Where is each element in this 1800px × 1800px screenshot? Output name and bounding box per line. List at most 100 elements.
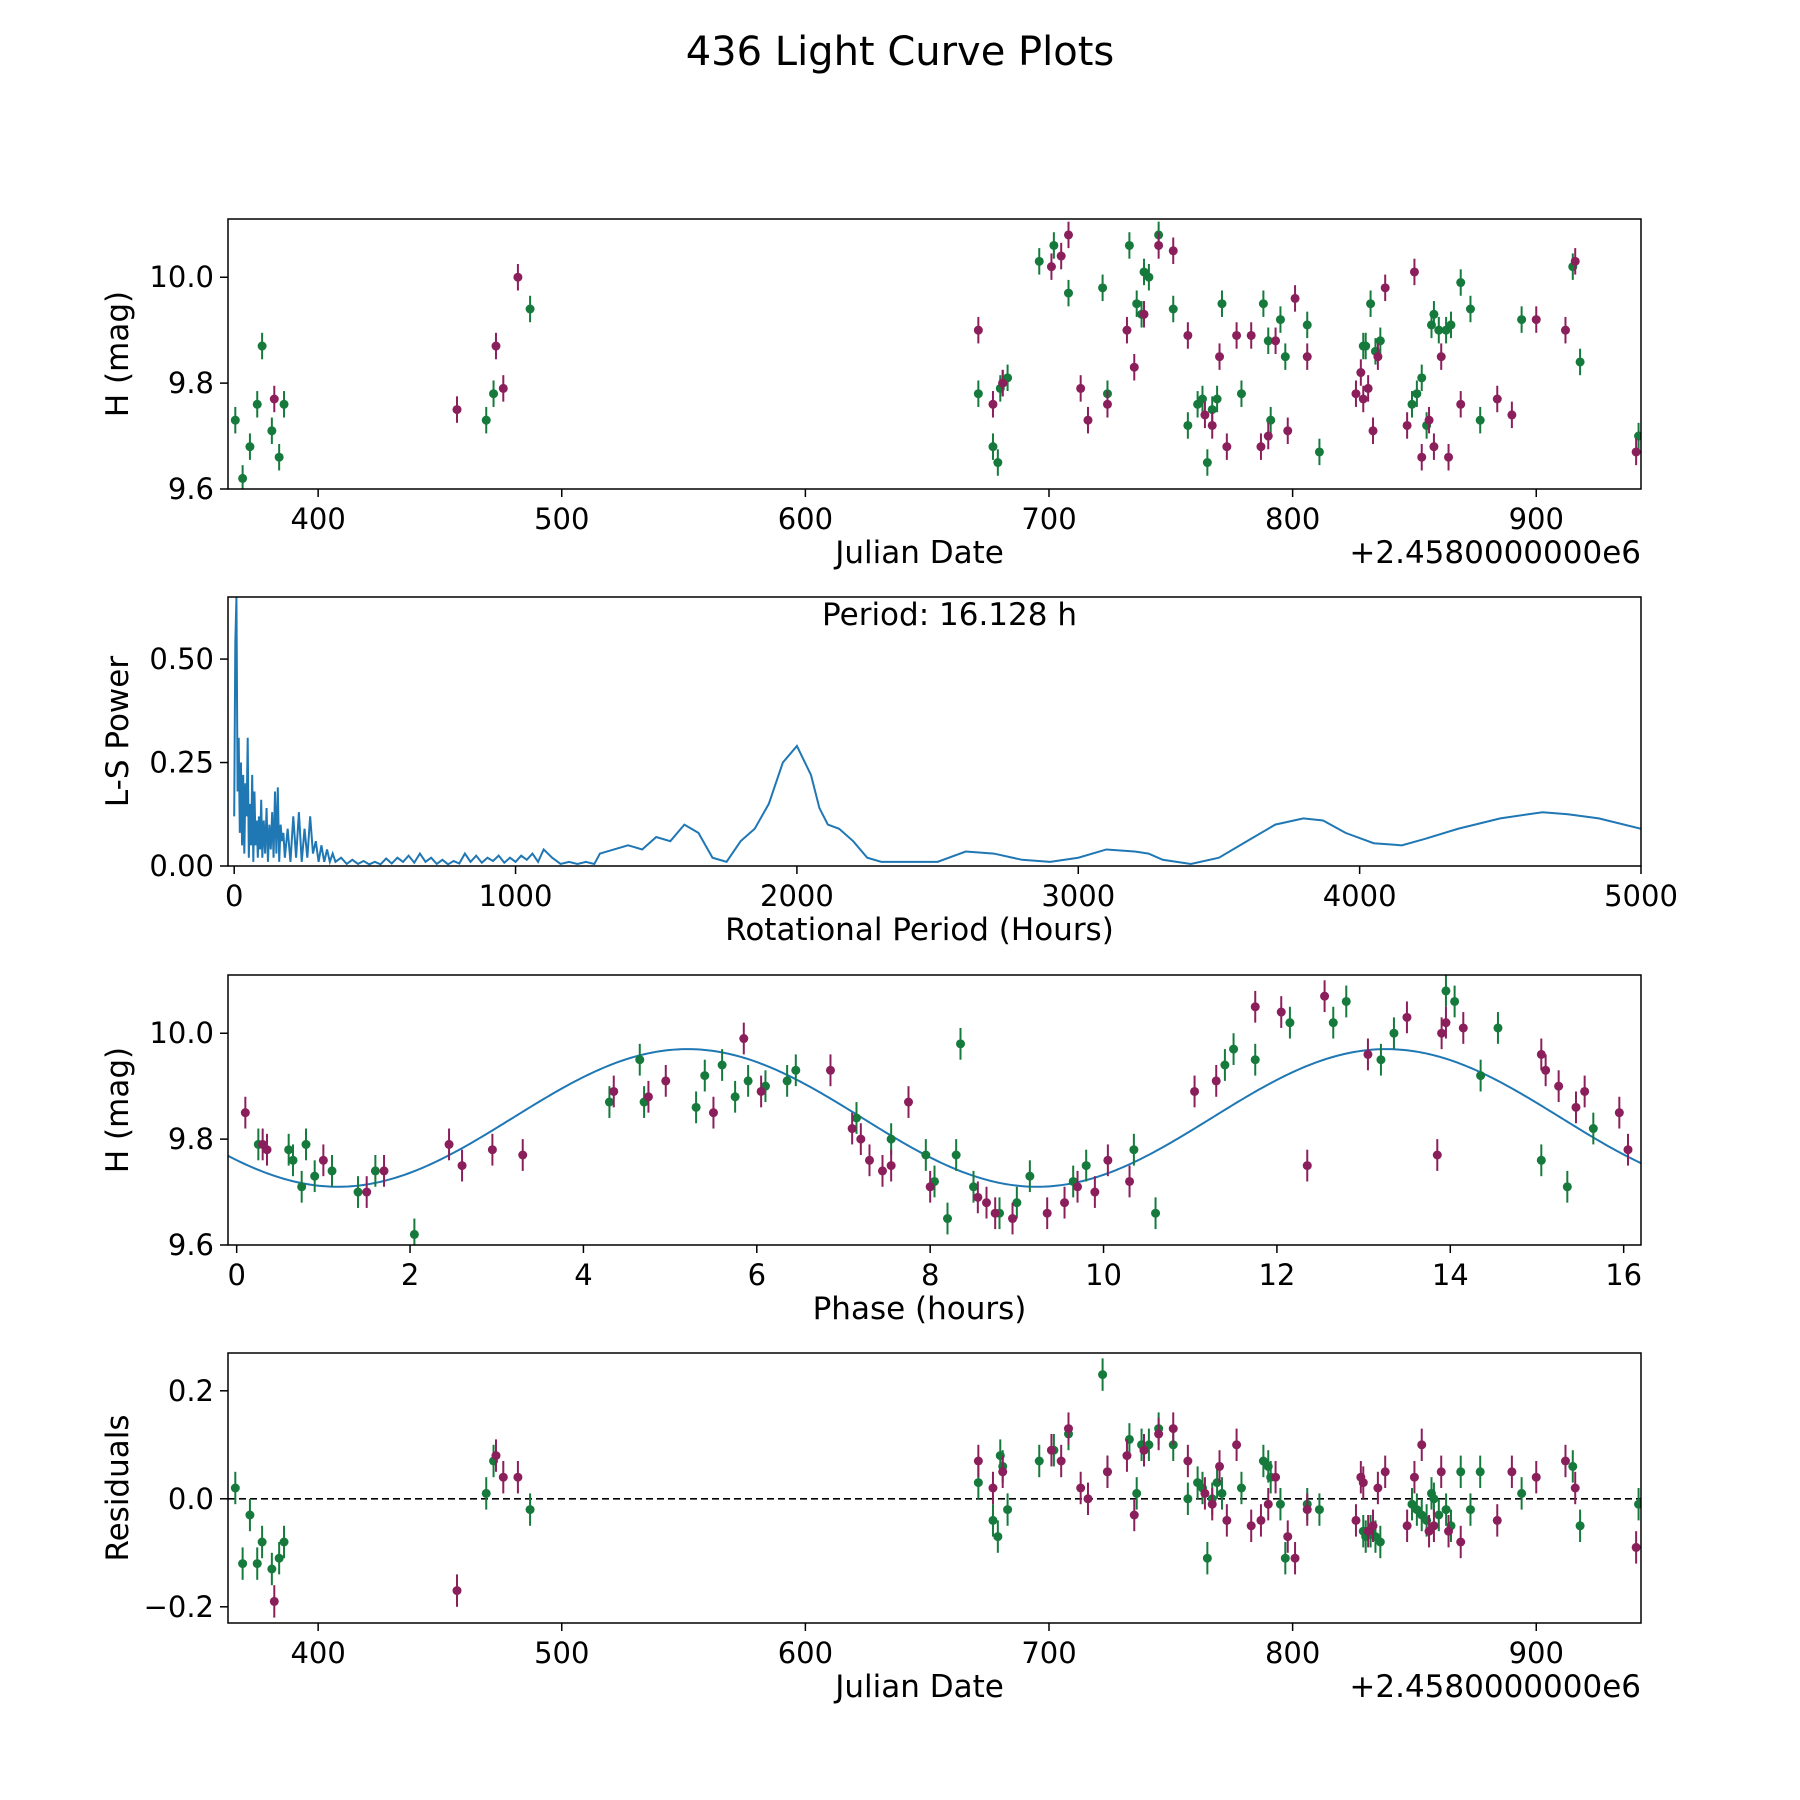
purple-point: [643, 1080, 653, 1113]
data-marker: [1283, 426, 1293, 436]
green-point: [1389, 1017, 1399, 1050]
green-point: [1012, 1186, 1022, 1219]
x-tick-label: 3000: [1041, 879, 1115, 913]
data-marker: [700, 1071, 710, 1081]
data-marker: [1302, 352, 1312, 362]
purple-point: [491, 332, 501, 360]
data-marker: [856, 1134, 866, 1144]
purple-point: [269, 1585, 279, 1618]
data-marker: [1456, 278, 1466, 288]
data-marker: [864, 1155, 874, 1165]
data-marker: [1363, 383, 1373, 393]
green-point: [1366, 290, 1376, 317]
data-marker: [1008, 1214, 1018, 1224]
green-point: [993, 449, 1003, 476]
data-marker: [1492, 1515, 1502, 1525]
data-marker: [990, 1208, 1000, 1218]
data-marker: [1444, 452, 1454, 462]
x-tick-label: 4000: [1323, 879, 1397, 913]
data-marker: [498, 383, 508, 393]
data-marker: [1328, 1018, 1338, 1028]
y-axis-label: Residuals: [100, 1414, 136, 1561]
green-point: [1376, 1043, 1386, 1076]
purple-point: [1402, 412, 1412, 439]
purple-point: [739, 1022, 749, 1055]
data-marker: [1207, 405, 1217, 415]
purple-point: [1090, 1176, 1100, 1208]
figure-title: 436 Light Curve Plots: [686, 29, 1115, 75]
data-marker: [1102, 399, 1112, 409]
x-tick-label: 8: [921, 1258, 939, 1292]
purple-point: [1358, 385, 1368, 413]
green-point: [1129, 1133, 1139, 1166]
green-point: [1275, 306, 1285, 333]
data-marker: [1507, 1467, 1517, 1477]
data-marker: [1129, 1145, 1139, 1155]
data-marker: [973, 389, 983, 399]
green-point: [310, 1160, 320, 1193]
purple-point: [362, 1176, 372, 1208]
data-marker: [973, 1478, 983, 1488]
data-marker: [1402, 1521, 1412, 1531]
green-point: [1003, 1493, 1013, 1526]
plot-area-phased: [228, 975, 1641, 1245]
purple-point: [1432, 1139, 1442, 1171]
data-marker: [1246, 330, 1256, 340]
purple-point: [1190, 1075, 1200, 1108]
data-marker: [1168, 246, 1178, 256]
green-point: [1517, 306, 1527, 333]
green-point: [1034, 248, 1044, 275]
data-marker: [1570, 1483, 1580, 1493]
data-marker: [444, 1139, 454, 1149]
purple-point: [1373, 1471, 1383, 1505]
green-point: [1429, 301, 1439, 328]
green-point: [279, 1525, 289, 1559]
data-marker: [988, 399, 998, 409]
green-point: [951, 1139, 961, 1171]
data-marker: [1373, 1483, 1383, 1493]
green-point: [1575, 1509, 1585, 1542]
green-point: [481, 406, 491, 434]
data-marker: [1507, 410, 1517, 420]
x-tick-label: 900: [1509, 1636, 1564, 1670]
plot-area-residuals: [228, 1358, 1641, 1618]
purple-point: [1290, 1542, 1300, 1575]
data-marker: [825, 1065, 835, 1075]
purple-point: [1056, 242, 1066, 270]
y-axis-label: H (mag): [100, 1047, 136, 1173]
data-marker: [1402, 420, 1412, 430]
purple-point: [1271, 327, 1281, 354]
data-marker: [886, 1161, 896, 1171]
purple-point: [513, 264, 523, 291]
axes-frame: [227, 596, 1642, 867]
purple-point: [1560, 1444, 1570, 1478]
data-marker: [230, 415, 240, 425]
data-marker: [1154, 240, 1164, 250]
green-point: [1280, 1542, 1290, 1575]
x-tick-label: 600: [778, 1636, 833, 1670]
purple-point: [1207, 412, 1217, 439]
data-marker: [1358, 394, 1368, 404]
data-marker: [1263, 1499, 1273, 1509]
green-point: [988, 1504, 998, 1537]
purple-point: [1056, 1444, 1066, 1478]
data-marker: [1302, 320, 1312, 330]
data-marker: [1202, 458, 1212, 468]
data-marker: [1263, 336, 1273, 346]
x-tick-label: 4: [574, 1258, 592, 1292]
data-marker: [1183, 1456, 1193, 1466]
green-point: [921, 1139, 931, 1171]
data-marker: [903, 1097, 913, 1107]
purple-point: [452, 396, 462, 423]
data-marker: [1380, 283, 1390, 293]
green-point: [297, 1170, 307, 1203]
purple-point: [1358, 1466, 1368, 1499]
data-marker: [1034, 256, 1044, 266]
data-marker: [269, 1596, 279, 1606]
purple-point: [1168, 1412, 1178, 1445]
green-point: [1049, 232, 1059, 259]
data-marker: [1232, 330, 1242, 340]
green-point: [279, 391, 289, 418]
data-marker: [708, 1108, 718, 1118]
